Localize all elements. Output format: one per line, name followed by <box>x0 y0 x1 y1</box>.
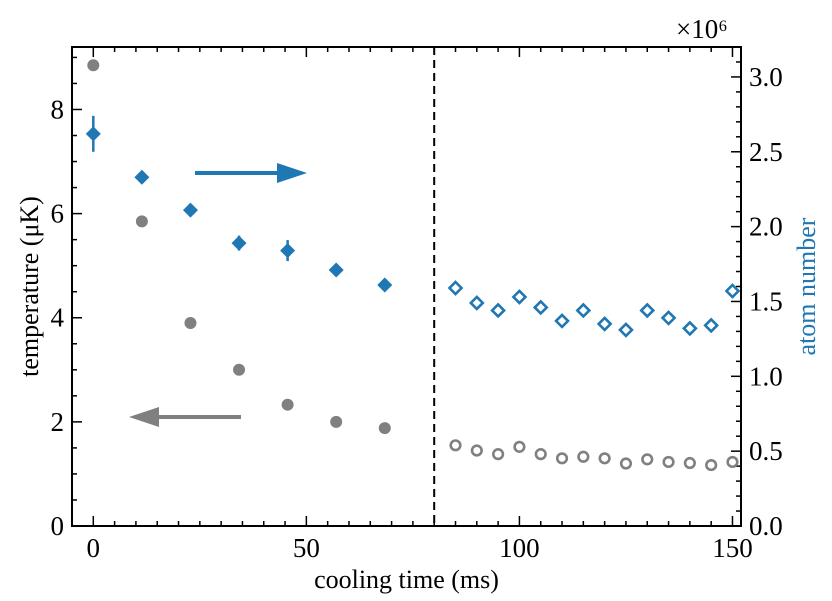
y-tick-label-right: 0.5 <box>749 436 783 466</box>
x-tick-label: 0 <box>87 533 101 563</box>
y-tick-label-right: 1.5 <box>749 286 783 316</box>
atom-number-point <box>280 243 296 259</box>
atom-number-point <box>231 235 247 251</box>
y-tick-label-left: 2 <box>51 407 65 437</box>
atom-number-point-open <box>724 283 741 299</box>
ticks <box>71 46 741 527</box>
temperature-point-open <box>513 440 526 453</box>
temperature-point <box>87 59 100 72</box>
y-tick-label-left: 4 <box>51 303 65 333</box>
atom-number-point-open <box>703 317 720 334</box>
atom-number-point-open <box>618 322 634 338</box>
y-axis-label-right: atom number <box>792 217 821 355</box>
atom-number-point-open <box>596 316 613 332</box>
temperature-point-open <box>449 439 462 452</box>
temperature-point <box>378 422 391 435</box>
temperature-point-open <box>534 448 547 461</box>
y-tick-label-right: 1.0 <box>749 361 783 391</box>
temperature-point <box>233 363 246 376</box>
atom-number-point-open <box>490 302 506 319</box>
temperature-point-open <box>641 453 654 466</box>
y-tick-label-left: 8 <box>51 94 65 124</box>
y-tick-label-left: 6 <box>51 199 65 229</box>
temperature-point-open <box>683 456 696 470</box>
x-tick-label: 50 <box>293 533 320 563</box>
atom-number-point-open <box>660 310 677 326</box>
y-tick-label-left: 0 <box>51 511 65 541</box>
y-axis-label-left: temperature (μK) <box>15 196 44 377</box>
atom-number-point-open <box>511 289 528 305</box>
y-tick-label-right: 2.0 <box>749 212 783 242</box>
atom-number-point-open <box>468 295 485 311</box>
temperature-point <box>330 415 343 428</box>
atom-number-point <box>377 277 393 293</box>
temperature-point-open <box>577 450 590 463</box>
temperature-point <box>281 398 294 411</box>
x-tick-label: 100 <box>499 533 540 563</box>
y-tick-label-right: 0.0 <box>749 511 783 541</box>
atom-number-point-open <box>554 313 570 329</box>
temperature-point-open <box>662 455 675 469</box>
arrows <box>129 163 307 427</box>
y-axis-multiplier: ×10⁶ <box>676 14 728 44</box>
atom-number-point-open <box>447 280 464 296</box>
atom-number-point <box>85 126 101 142</box>
temperature-point-open <box>470 444 483 457</box>
temperature-point-open <box>705 458 718 472</box>
temperature-point-open <box>726 455 739 469</box>
right-arrow-head <box>277 163 307 183</box>
atom-number-point-open <box>639 302 656 319</box>
atom-number-point <box>134 169 150 185</box>
atom-number-point <box>328 262 344 278</box>
temperature-point-open <box>619 457 633 470</box>
y-tick-label-right: 2.5 <box>749 137 783 167</box>
temperature-point-open <box>555 452 569 465</box>
y-tick-label-right: 3.0 <box>749 62 783 92</box>
atom-number-point-open <box>682 320 698 337</box>
atom-number-point-open <box>575 302 592 319</box>
atom-number-point-open <box>532 299 549 316</box>
temperature-point <box>184 316 197 329</box>
markers <box>85 59 741 472</box>
temperature-point-open <box>492 448 505 461</box>
atom-number-point <box>182 202 198 218</box>
x-axis-label: cooling time (ms) <box>314 565 499 594</box>
left-arrow-head <box>129 407 159 427</box>
x-tick-label: 150 <box>712 533 753 563</box>
plot-frame <box>71 46 742 527</box>
tick-labels: 0 50 100 150 0 2 4 6 8 0.0 0.5 1.0 1.5 2.0 2.5 3.0 <box>51 62 783 563</box>
temperature-point <box>135 215 148 228</box>
temperature-point-open <box>598 452 611 465</box>
